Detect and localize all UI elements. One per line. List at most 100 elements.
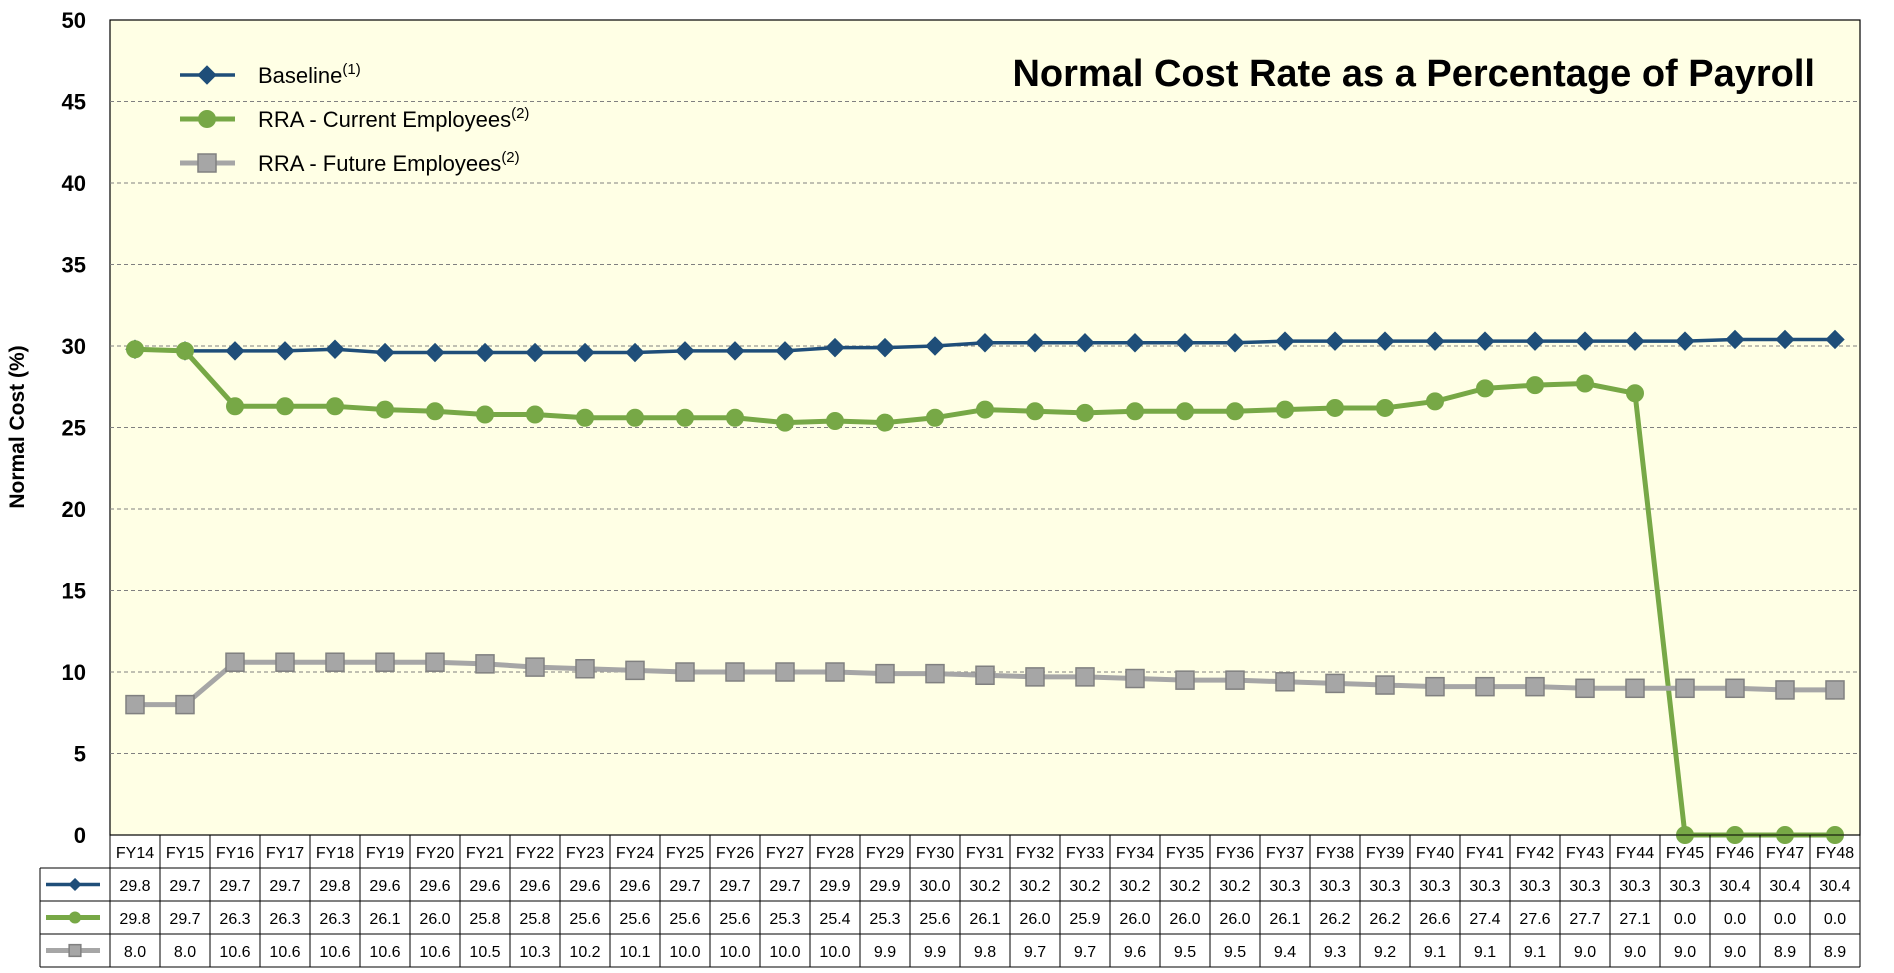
data-point: [1825, 329, 1845, 350]
data-point: [425, 652, 445, 672]
table-cell: 29.7: [769, 878, 800, 895]
data-point: [1125, 668, 1145, 689]
table-cell: 30.2: [1169, 878, 1200, 895]
x-tick-label: FY18: [316, 845, 354, 862]
table-cell: 9.0: [1724, 944, 1746, 961]
table-cell: 29.7: [169, 878, 200, 895]
data-point: [1625, 678, 1645, 699]
data-point: [226, 397, 244, 416]
data-point: [225, 652, 245, 672]
x-tick-label: FY47: [1766, 845, 1804, 862]
x-tick-label: FY21: [466, 845, 504, 862]
data-point: [1425, 331, 1445, 351]
data-point: [1275, 331, 1295, 351]
data-point: [525, 657, 545, 677]
x-tick-label: FY28: [816, 845, 854, 862]
data-point: [1775, 680, 1795, 700]
x-tick-label: FY42: [1516, 845, 1554, 862]
x-tick-label: FY38: [1316, 845, 1354, 862]
table-cell: 25.8: [519, 911, 550, 928]
table-cell: 30.2: [969, 878, 1000, 895]
table-cell: 9.2: [1374, 944, 1396, 961]
y-tick-label: 5: [74, 742, 86, 767]
table-cell: 9.9: [874, 944, 896, 961]
table-cell: 10.0: [669, 944, 700, 961]
data-point: [575, 342, 595, 363]
data-point: [1375, 331, 1395, 351]
table-cell: 27.1: [1619, 911, 1650, 928]
y-tick-label: 40: [62, 171, 86, 196]
legend-superscript: (2): [501, 149, 519, 166]
data-point: [975, 665, 995, 686]
table-cell: 29.6: [419, 878, 450, 895]
data-point: [1075, 333, 1095, 353]
table-cell: 29.7: [669, 878, 700, 895]
table-cell: 25.6: [619, 911, 650, 928]
data-point: [825, 337, 845, 358]
x-tick-label: FY29: [866, 845, 904, 862]
table-cell: 8.0: [174, 944, 196, 961]
table-cell: 29.9: [869, 878, 900, 895]
legend-label: RRA - Future Employees(2): [258, 149, 520, 176]
series-2: [126, 340, 1844, 844]
data-point: [1575, 678, 1595, 699]
data-point: [1625, 331, 1645, 351]
table-cell: 30.3: [1469, 878, 1500, 895]
table-cell: 10.1: [619, 944, 650, 961]
data-point: [1675, 331, 1695, 351]
x-tick-label: FY45: [1666, 845, 1704, 862]
x-tick-label: FY23: [566, 845, 604, 862]
data-point: [326, 397, 344, 416]
data-point: [1775, 329, 1795, 350]
table-cell: 9.0: [1674, 944, 1696, 961]
data-point: [875, 663, 895, 684]
y-tick-label: 0: [74, 823, 86, 848]
y-tick-label: 45: [62, 90, 86, 115]
table-cell: 8.9: [1774, 944, 1796, 961]
table-key-marker: [68, 943, 82, 958]
data-point: [325, 652, 345, 672]
table-cell: 30.3: [1669, 878, 1700, 895]
x-tick-label: FY36: [1216, 845, 1254, 862]
data-point: [1275, 672, 1295, 692]
x-tick-label: FY17: [266, 845, 304, 862]
y-axis-label: Normal Cost (%): [6, 345, 29, 508]
table-cell: 25.6: [569, 911, 600, 928]
data-point: [276, 397, 294, 416]
data-point: [576, 408, 594, 427]
data-point: [1525, 676, 1545, 697]
table-cell: 9.9: [924, 944, 946, 961]
x-tick-label: FY31: [966, 845, 1004, 862]
data-point: [825, 662, 845, 682]
table-cell: 26.0: [419, 911, 450, 928]
table-cell: 30.4: [1819, 878, 1850, 895]
table-cell: 26.2: [1369, 911, 1400, 928]
table-cell: 8.0: [124, 944, 146, 961]
data-point: [425, 342, 445, 363]
table-cell: 25.6: [669, 911, 700, 928]
data-point: [1376, 398, 1394, 417]
table-cell: 26.1: [369, 911, 400, 928]
table-cell: 0.0: [1824, 911, 1846, 928]
x-tick-label: FY19: [366, 845, 404, 862]
table-cell: 25.4: [819, 911, 850, 928]
data-point: [826, 411, 844, 430]
data-point: [1725, 678, 1745, 699]
x-tick-label: FY25: [666, 845, 704, 862]
data-point: [1725, 329, 1745, 350]
data-point: [1425, 676, 1445, 697]
data-point: [1125, 333, 1145, 353]
y-tick-label: 25: [62, 416, 86, 441]
x-tick-label: FY34: [1116, 845, 1154, 862]
data-point: [1026, 402, 1044, 421]
table-cell: 9.3: [1324, 944, 1346, 961]
table-cell: 30.2: [1019, 878, 1050, 895]
x-tick-label: FY39: [1366, 845, 1404, 862]
x-tick-label: FY41: [1466, 845, 1504, 862]
data-point: [775, 341, 795, 361]
table-cell: 29.6: [519, 878, 550, 895]
y-axis: 0 5 10 15 20 25 30 35 40 45 50: [62, 8, 86, 848]
data-point: [1126, 402, 1144, 421]
data-point: [725, 662, 745, 682]
table-cell: 9.0: [1624, 944, 1646, 961]
